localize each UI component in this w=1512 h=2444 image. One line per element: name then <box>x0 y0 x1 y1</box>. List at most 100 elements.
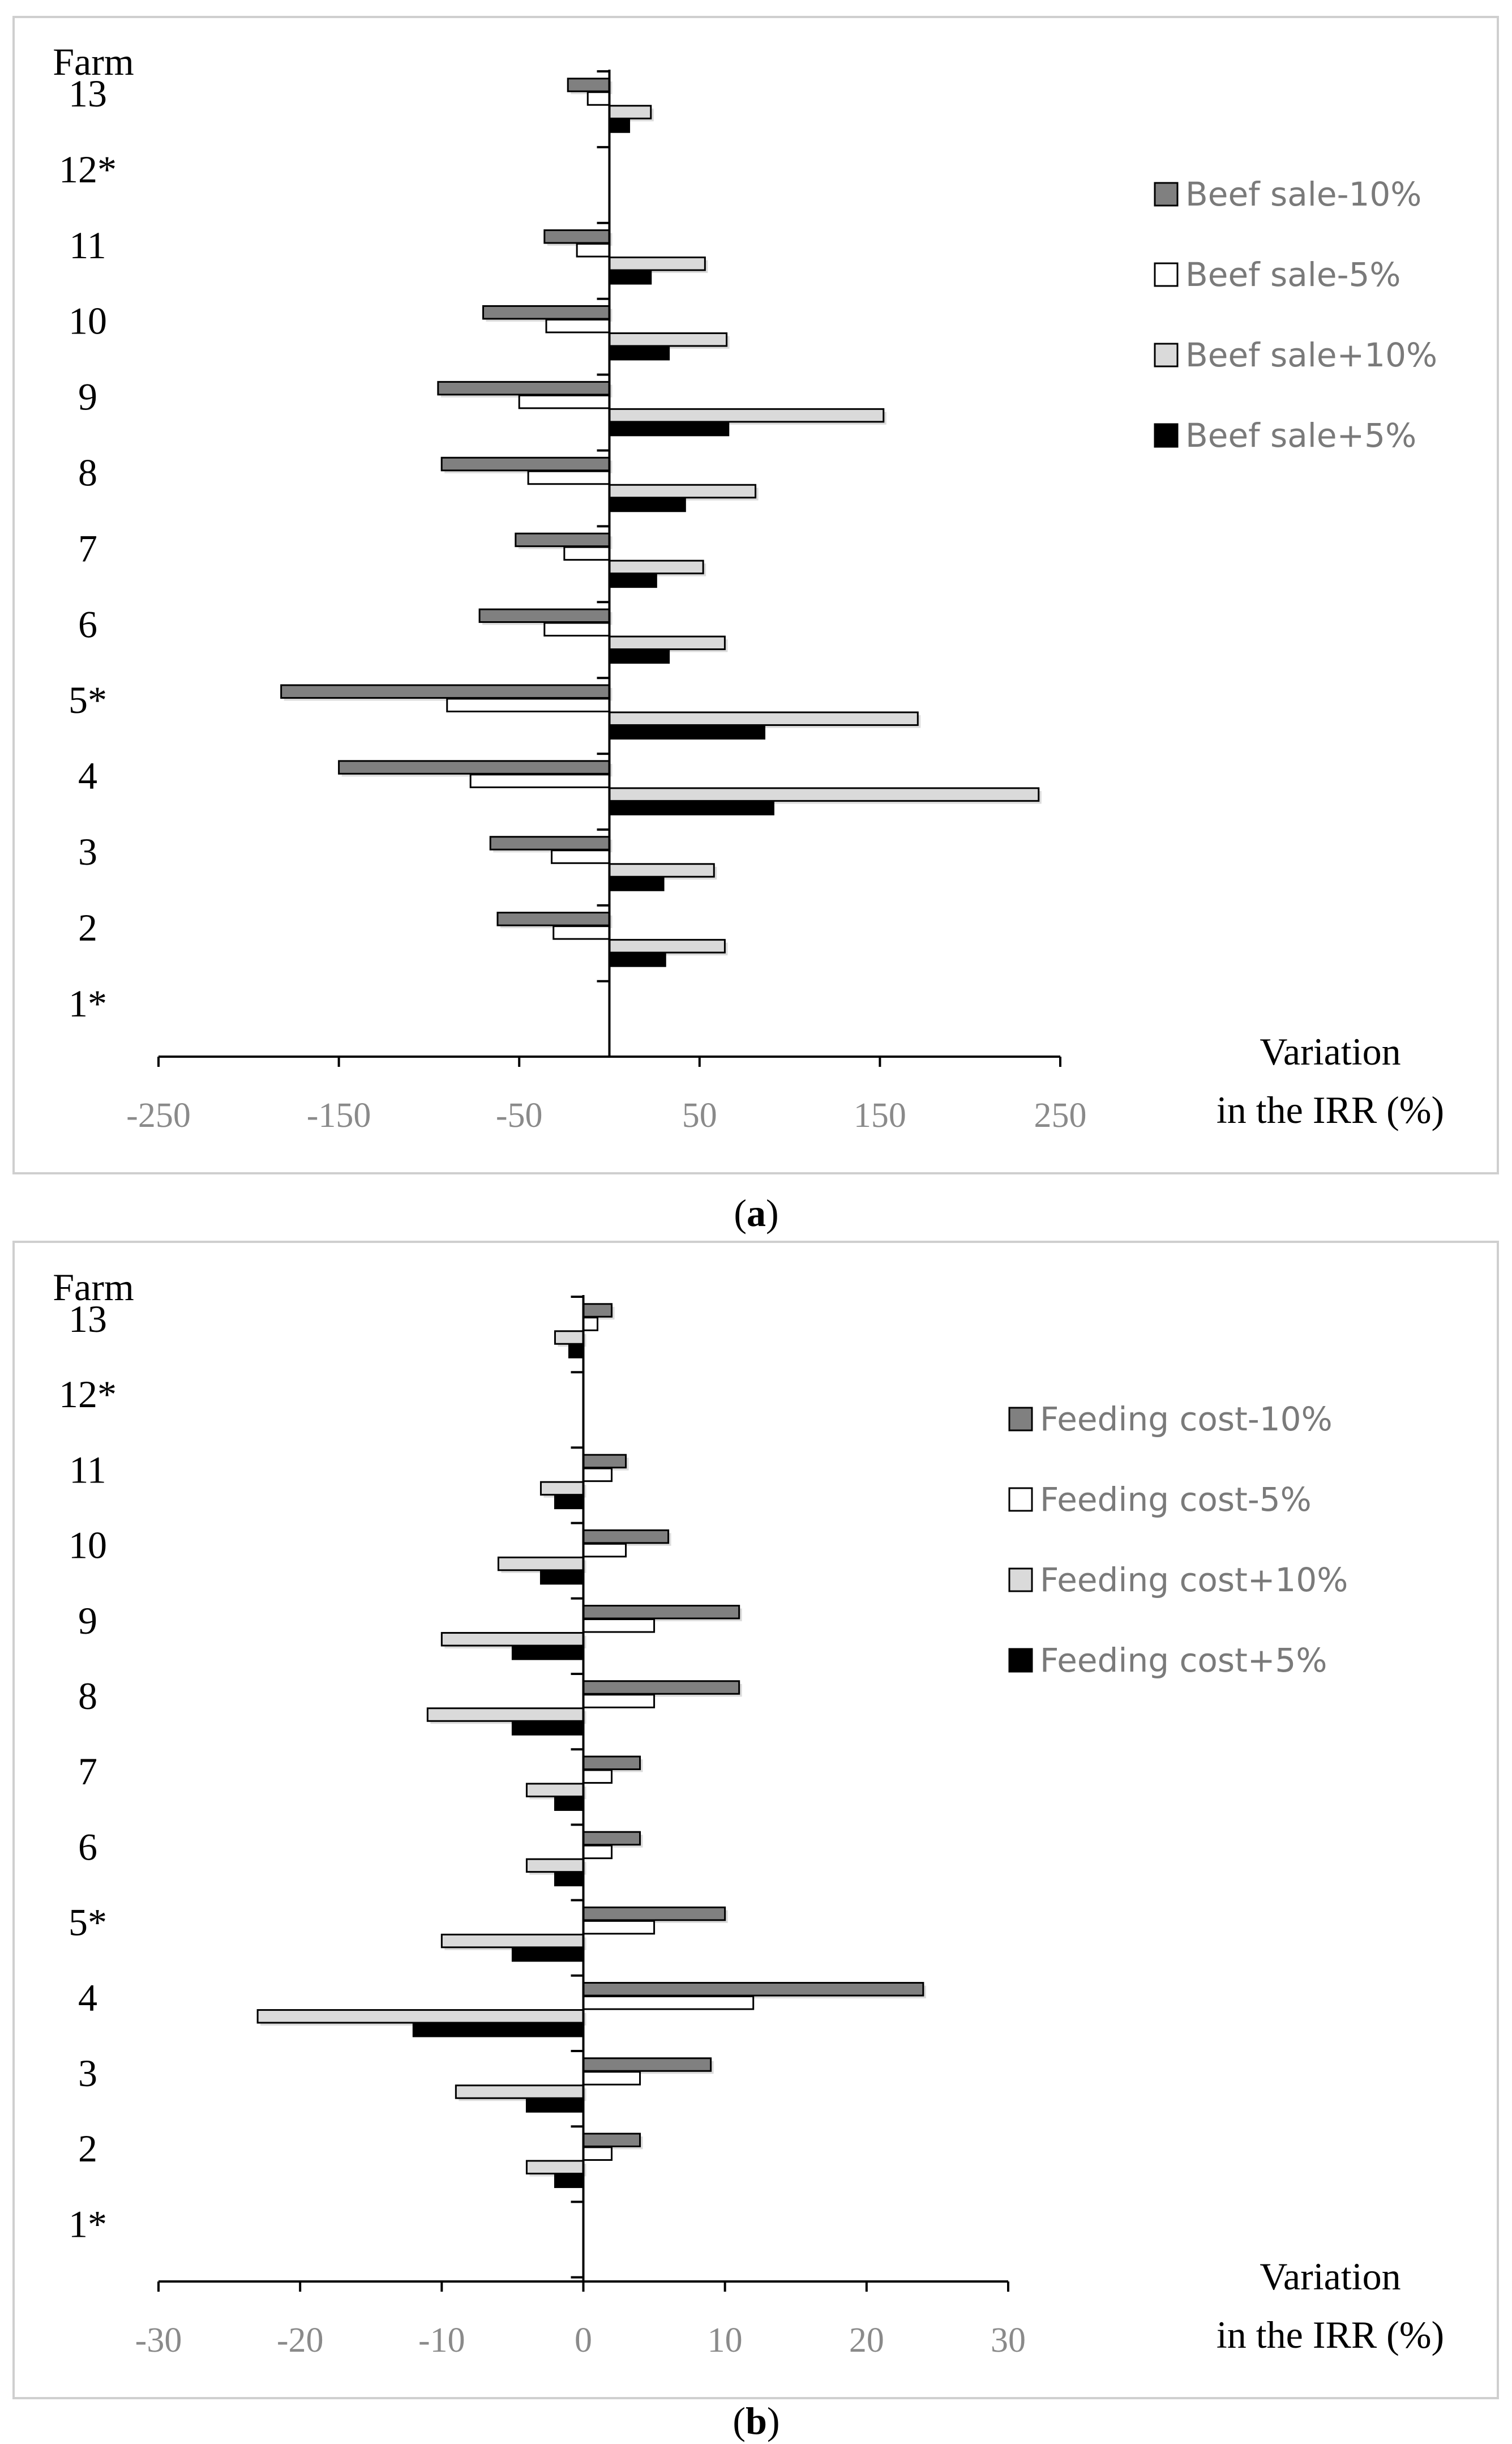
bar-plus10-farm-13 <box>554 1330 585 1345</box>
bar-plus5-farm-9 <box>511 1646 585 1660</box>
farm-label: 5* <box>68 1901 107 1944</box>
legend-swatch-plus5 <box>1008 1648 1033 1673</box>
farm-label: 7 <box>78 527 97 570</box>
bar-minus10-farm-3 <box>582 2057 712 2072</box>
panel-b-x-title-line1: Variation <box>1260 2255 1400 2298</box>
farm-label: 4 <box>78 1976 97 2019</box>
bar-plus5-farm-7 <box>609 573 657 588</box>
bar-minus10-farm-5star <box>582 1906 726 1921</box>
bar-minus5-farm-3 <box>551 849 610 864</box>
bar-plus5-farm-6 <box>554 1872 585 1887</box>
bar-plus10-farm-2 <box>609 939 726 954</box>
farm-label: 6 <box>78 1825 97 1868</box>
bar-plus5-farm-2 <box>554 2173 585 2188</box>
legend-label-minus5: Feeding cost-5% <box>1040 1480 1312 1519</box>
bar-plus5-farm-2 <box>609 952 666 967</box>
farm-label: 7 <box>78 1750 97 1793</box>
bar-minus5-farm-10 <box>545 318 610 334</box>
bar-plus5-farm-3 <box>609 877 665 891</box>
x-tick-label: -50 <box>496 1096 543 1135</box>
bar-plus10-farm-2 <box>525 2160 585 2174</box>
bar-minus5-farm-9 <box>518 394 611 409</box>
legend-label-minus10: Feeding cost-10% <box>1040 1400 1333 1438</box>
panel-a-x-title-line1: Variation <box>1260 1030 1400 1073</box>
x-tick-label: 30 <box>991 2321 1026 2360</box>
bar-minus5-farm-11 <box>576 243 610 258</box>
bar-plus5-farm-4 <box>412 2023 584 2037</box>
bar-minus10-farm-2 <box>582 2133 641 2147</box>
x-tick-label: 20 <box>849 2321 884 2360</box>
bar-plus5-farm-10 <box>609 345 670 361</box>
bar-plus5-farm-10 <box>539 1570 585 1585</box>
farm-label: 8 <box>78 451 97 494</box>
bar-minus5-farm-4 <box>582 1996 755 2010</box>
bar-plus5-farm-8 <box>511 1721 585 1736</box>
bar-minus10-farm-13 <box>582 1303 613 1318</box>
bar-minus10-farm-8 <box>582 1680 740 1695</box>
farm-label: 2 <box>78 2127 97 2170</box>
panel-a-farm-title: Farm <box>53 40 134 83</box>
bar-plus5-farm-13 <box>568 1344 585 1358</box>
bar-minus5-farm-10 <box>582 1543 627 1558</box>
farm-label: 12* <box>59 148 117 191</box>
bar-minus5-farm-13 <box>586 91 610 106</box>
bar-minus10-farm-2 <box>496 912 611 926</box>
bar-minus5-farm-6 <box>543 622 611 637</box>
legend-swatch-minus5 <box>1008 1487 1033 1512</box>
bar-minus10-farm-3 <box>489 836 610 851</box>
legend-swatch-plus10 <box>1008 1567 1033 1592</box>
bar-plus10-farm-10 <box>497 1556 585 1571</box>
bar-minus5-farm-9 <box>582 1618 656 1633</box>
x-tick-label: -250 <box>126 1096 191 1135</box>
farm-label: 11 <box>69 1448 106 1491</box>
farm-label: 9 <box>78 375 97 418</box>
panel-a: -250 -150 -50 50 150 2501312*111098765*4321* … <box>12 16 1499 1174</box>
x-tick-label: 150 <box>854 1096 906 1135</box>
bar-minus10-farm-11 <box>582 1454 627 1469</box>
bar-minus10-farm-10 <box>582 1529 670 1544</box>
bar-minus5-farm-13 <box>582 1317 599 1331</box>
bar-minus5-farm-7 <box>582 1769 613 1784</box>
bar-minus5-farm-5star <box>446 698 610 712</box>
bar-plus10-farm-6 <box>525 1858 585 1873</box>
bar-plus10-farm-9 <box>440 1632 584 1647</box>
farm-label: 4 <box>78 754 97 797</box>
bar-plus10-farm-5star <box>609 711 919 726</box>
bar-plus10-farm-3 <box>609 863 715 878</box>
bar-plus10-farm-8 <box>609 484 757 499</box>
legend-label-plus10: Feeding cost+10% <box>1040 1561 1348 1599</box>
farm-label: 6 <box>78 603 97 646</box>
farm-label: 2 <box>78 906 97 949</box>
bar-plus10-farm-3 <box>455 2084 584 2099</box>
panel-b-farm-title: Farm <box>53 1266 134 1309</box>
farm-label: 10 <box>68 300 107 343</box>
x-tick-label: -20 <box>277 2321 324 2360</box>
bar-plus10-farm-5star <box>440 1933 584 1949</box>
bar-plus5-farm-3 <box>525 2098 585 2113</box>
x-tick-label: -150 <box>307 1096 371 1135</box>
x-tick-label: 10 <box>708 2321 743 2360</box>
bar-plus10-farm-8 <box>426 1707 584 1722</box>
bar-plus5-farm-11 <box>554 1494 585 1510</box>
bar-minus5-farm-7 <box>563 546 610 561</box>
bar-minus5-farm-8 <box>527 470 610 485</box>
bar-minus10-farm-5star <box>280 684 610 699</box>
bar-plus10-farm-11 <box>609 257 706 271</box>
farm-label: 13 <box>68 1297 107 1340</box>
bar-minus10-farm-4 <box>582 1982 924 1997</box>
legend-swatch-minus10 <box>1008 1407 1033 1432</box>
legend-swatch-minus10 <box>1154 182 1179 207</box>
farm-label: 3 <box>78 830 97 873</box>
bar-minus5-farm-2 <box>552 925 611 940</box>
bar-minus5-farm-5star <box>582 1920 656 1935</box>
legend-swatch-minus5 <box>1154 262 1179 287</box>
farm-label: 5* <box>68 678 107 721</box>
bar-plus10-farm-7 <box>609 559 704 575</box>
bar-plus5-farm-9 <box>609 421 730 437</box>
panel-b-caption: (b) <box>733 2399 779 2442</box>
x-tick-label: 50 <box>682 1096 717 1135</box>
bar-plus5-farm-5star <box>511 1947 585 1962</box>
bar-plus10-farm-4 <box>256 2009 585 2024</box>
x-tick-label: 250 <box>1034 1096 1087 1135</box>
